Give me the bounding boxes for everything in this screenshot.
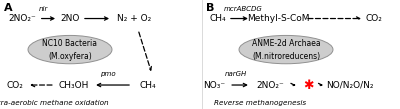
Text: pmo: pmo	[100, 71, 116, 77]
Ellipse shape	[28, 35, 112, 64]
Text: A: A	[4, 3, 13, 13]
Text: B: B	[206, 3, 214, 13]
Text: CH₄: CH₄	[210, 14, 226, 23]
Text: NO/N₂O/N₂: NO/N₂O/N₂	[326, 81, 374, 89]
Text: (M.nitroreducens): (M.nitroreducens)	[252, 52, 320, 61]
Text: (M.oxyfera): (M.oxyfera)	[48, 52, 92, 61]
Text: Methyl-S-CoM: Methyl-S-CoM	[247, 14, 309, 23]
Text: ANME-2d Archaea: ANME-2d Archaea	[252, 39, 320, 48]
Text: 2NO₂⁻: 2NO₂⁻	[256, 81, 284, 89]
Ellipse shape	[239, 35, 333, 64]
Text: mcrABCDG: mcrABCDG	[224, 6, 262, 12]
Text: CO₂: CO₂	[366, 14, 382, 23]
Text: Intra-aerobic methane oxidation: Intra-aerobic methane oxidation	[0, 100, 109, 106]
Text: nir: nir	[38, 6, 48, 12]
Text: NC10 Bacteria: NC10 Bacteria	[42, 39, 98, 48]
Text: CH₄: CH₄	[140, 81, 156, 89]
Text: CH₃OH: CH₃OH	[59, 81, 89, 89]
Text: 2NO: 2NO	[60, 14, 80, 23]
Text: ✱: ✱	[303, 78, 314, 92]
Text: Reverse methanogenesis: Reverse methanogenesis	[214, 100, 306, 106]
Text: N₂ + O₂: N₂ + O₂	[117, 14, 151, 23]
Text: CO₂: CO₂	[7, 81, 24, 89]
Text: 2NO₂⁻: 2NO₂⁻	[8, 14, 36, 23]
Text: NO₃⁻: NO₃⁻	[203, 81, 225, 89]
Text: narGH: narGH	[225, 71, 247, 77]
